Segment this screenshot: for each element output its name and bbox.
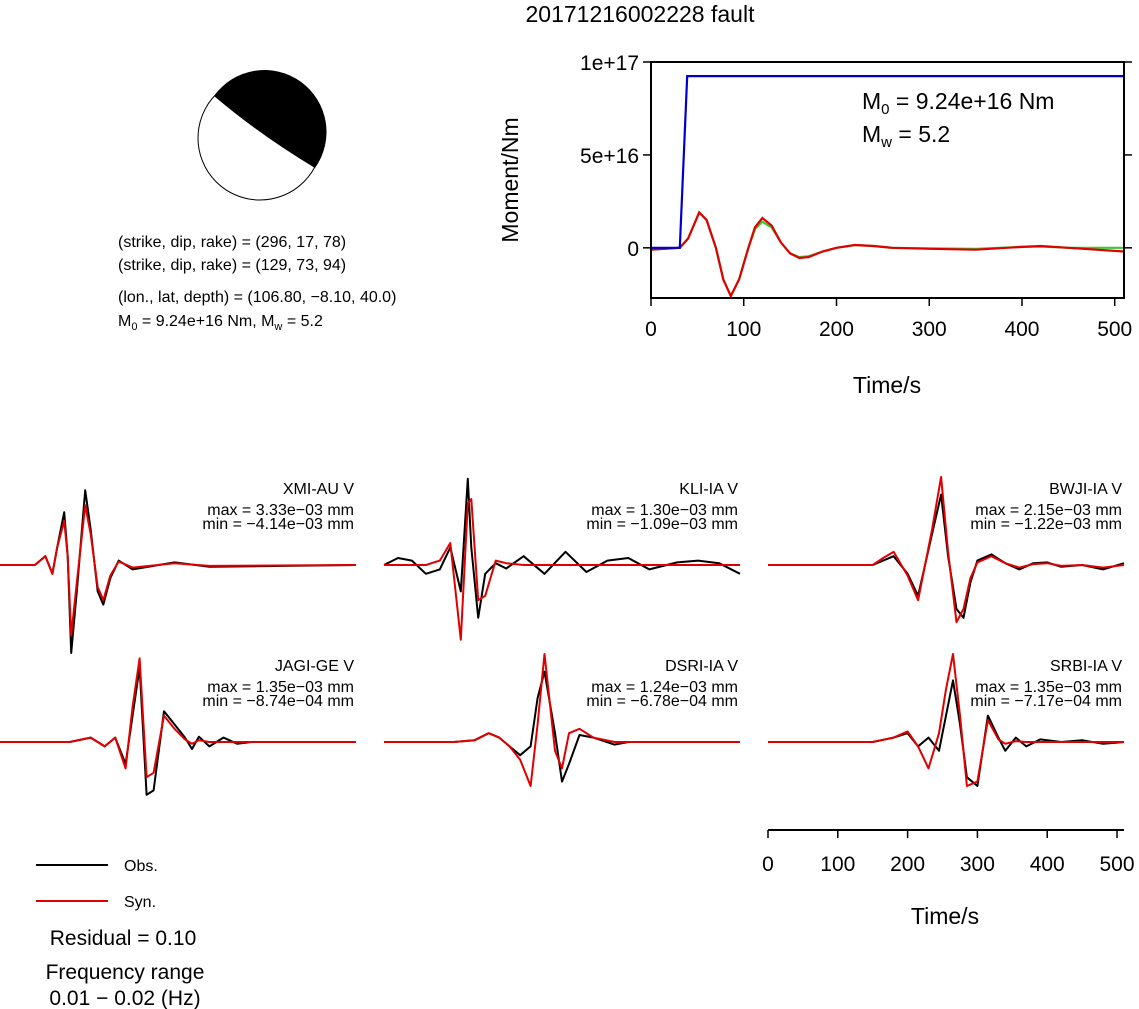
moment-annotation-m0: M0 = 9.24e+16 Nm bbox=[862, 88, 1054, 118]
station-min: min = −7.17e−04 mm bbox=[970, 693, 1122, 710]
moment-line: M0 = 9.24e+16 Nm, Mw = 5.2 bbox=[118, 313, 323, 333]
m0-value: = 9.24e+16 Nm bbox=[890, 88, 1055, 114]
moment-y-tick-label: 5e+16 bbox=[580, 145, 639, 168]
station-min: min = −6.78e−04 mm bbox=[586, 693, 738, 710]
station-min: min = −8.74e−04 mm bbox=[202, 693, 354, 710]
moment-x-tick-label: 500 bbox=[1097, 318, 1132, 341]
moment-value: = 9.24e+16 Nm, M bbox=[137, 313, 274, 330]
source-location: (lon., lat, depth) = (106.80, −8.10, 40.… bbox=[118, 289, 396, 306]
waveform-x-tick-label: 400 bbox=[1030, 853, 1065, 876]
frequency-range-title: Frequency range bbox=[46, 961, 205, 984]
station-name: BWJI-IA V bbox=[1049, 481, 1122, 498]
observed-trace bbox=[383, 477, 741, 619]
moment-symbol: M bbox=[118, 313, 131, 330]
synthetic-trace bbox=[768, 476, 1125, 624]
station-max: max = 1.30e−03 mm bbox=[591, 502, 738, 519]
moment-subscript: 0 bbox=[131, 321, 137, 333]
station-min: min = −4.14e−03 mm bbox=[202, 516, 354, 533]
moment-y-label: Moment/Nm bbox=[497, 117, 523, 242]
station-max: max = 1.35e−03 mm bbox=[207, 679, 354, 696]
beachball-compressional-quadrant bbox=[214, 69, 327, 168]
moment-series-line bbox=[651, 210, 1124, 298]
station-name: DSRI-IA V bbox=[665, 658, 738, 675]
station-name: XMI-AU V bbox=[283, 481, 354, 498]
moment-y-tick-label: 1e+17 bbox=[580, 52, 639, 75]
station-max: max = 2.15e−03 mm bbox=[975, 502, 1122, 519]
moment-x-tick-label: 200 bbox=[819, 318, 854, 341]
mw-symbol: M bbox=[862, 121, 881, 147]
waveform-x-label: Time/s bbox=[911, 903, 979, 929]
station-max: max = 1.35e−03 mm bbox=[975, 679, 1122, 696]
moment-x-tick-label: 100 bbox=[726, 318, 761, 341]
residual-text: Residual = 0.10 bbox=[50, 927, 197, 950]
nodal-plane-2: (strike, dip, rake) = (129, 73, 94) bbox=[118, 257, 346, 274]
moment-chart-frame bbox=[650, 61, 1125, 299]
m0-subscript: 0 bbox=[881, 101, 889, 118]
waveform-x-tick-label: 100 bbox=[820, 853, 855, 876]
moment-x-tick-label: 400 bbox=[1004, 318, 1039, 341]
frequency-range-value: 0.01 − 0.02 (Hz) bbox=[49, 987, 200, 1009]
moment-series-line bbox=[651, 75, 1124, 249]
moment-x-axis: 0 100 200 300 400 500 bbox=[645, 298, 1132, 341]
nodal-plane-1: (strike, dip, rake) = (296, 17, 78) bbox=[118, 234, 346, 251]
station-max: max = 3.33e−03 mm bbox=[207, 502, 354, 519]
waveform-x-tick-label: 200 bbox=[890, 853, 925, 876]
beachball bbox=[197, 69, 327, 201]
waveform-x-tick-label: 300 bbox=[960, 853, 995, 876]
moment-y-axis: 0 5e+16 1e+17 bbox=[580, 52, 1132, 261]
m0-symbol: M bbox=[862, 88, 881, 114]
synthetic-trace bbox=[0, 657, 356, 779]
moment-series-group bbox=[651, 75, 1124, 298]
legend-syn-label: Syn. bbox=[124, 894, 156, 911]
synthetic-trace bbox=[384, 653, 740, 787]
moment-y-tick-label: 0 bbox=[627, 238, 639, 261]
waveform-x-tick-label: 0 bbox=[762, 853, 774, 876]
station-max: max = 1.24e−03 mm bbox=[591, 679, 738, 696]
moment-x-label: Time/s bbox=[853, 372, 921, 398]
synthetic-trace bbox=[384, 498, 740, 641]
waveform-time-axis: 0 100 200 300 400 500 bbox=[762, 829, 1135, 876]
legend: Obs. Syn. bbox=[36, 858, 158, 911]
moment-annotation-mw: Mw = 5.2 bbox=[862, 121, 950, 151]
moment-chart: 0 100 200 300 400 500 0 5e+16 1e+17 Time/s Mome… bbox=[497, 52, 1132, 398]
mw-subscript: w bbox=[273, 321, 282, 333]
station-name: KLI-IA V bbox=[679, 481, 738, 498]
mw-value: = 5.2 bbox=[282, 313, 323, 330]
figure-title: 20171216002228 fault bbox=[526, 1, 756, 27]
moment-x-tick-label: 300 bbox=[912, 318, 947, 341]
mw-value-stf: = 5.2 bbox=[892, 121, 950, 147]
mw-subscript-stf: w bbox=[880, 134, 892, 151]
moment-x-tick-label: 0 bbox=[645, 318, 657, 341]
legend-obs-label: Obs. bbox=[124, 858, 158, 875]
station-name: SRBI-IA V bbox=[1050, 658, 1122, 675]
station-name: JAGI-GE V bbox=[275, 658, 354, 675]
beachball-labels: (strike, dip, rake) = (296, 17, 78) (str… bbox=[118, 234, 396, 333]
waveform-x-tick-label: 500 bbox=[1099, 853, 1134, 876]
synthetic-trace bbox=[0, 504, 357, 637]
station-min: min = −1.22e−03 mm bbox=[970, 516, 1122, 533]
synthetic-trace bbox=[768, 653, 1124, 787]
station-min: min = −1.09e−03 mm bbox=[586, 516, 738, 533]
moment-series-line bbox=[651, 210, 1124, 298]
